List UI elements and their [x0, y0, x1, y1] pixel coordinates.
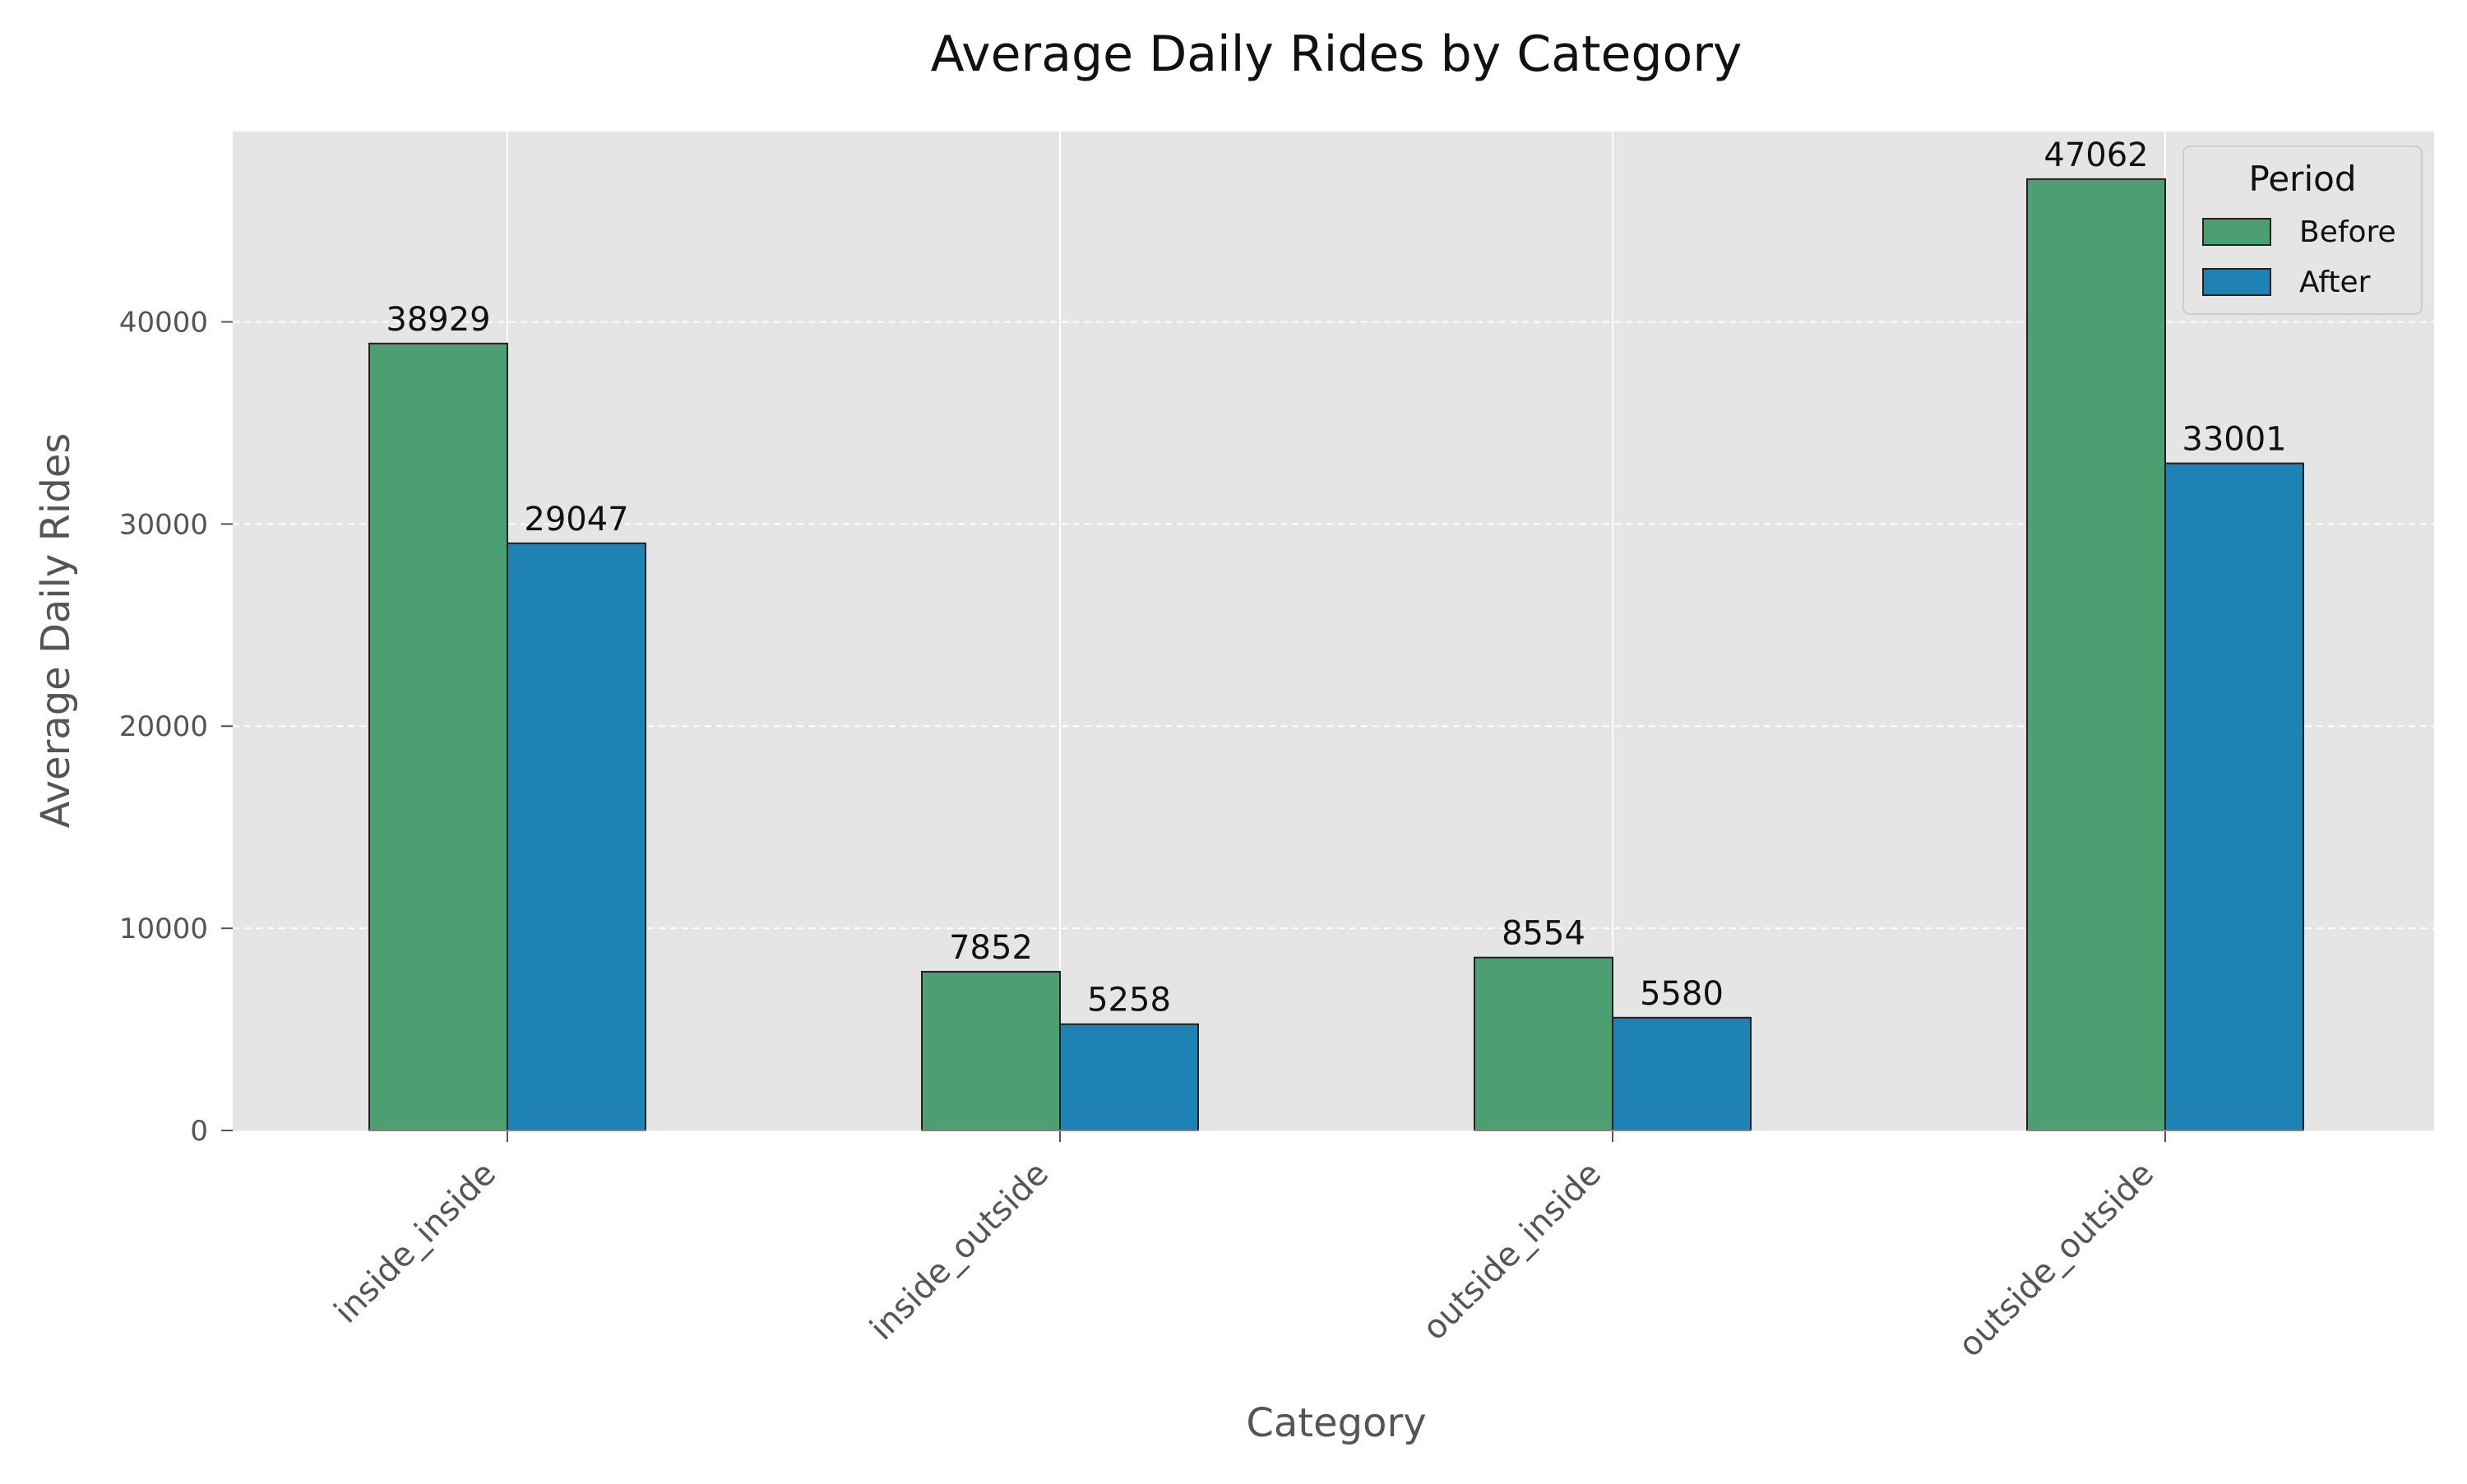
y-axis-label: Average Daily Rides [33, 433, 79, 829]
legend-title: Period [2249, 159, 2357, 199]
bar-after-outside-outside [2164, 462, 2304, 1131]
bar-after-inside-inside [507, 542, 646, 1131]
y-tick-label: 20000 [119, 710, 208, 743]
y-tick-label: 10000 [119, 913, 208, 945]
bar-value-label: 38929 [386, 301, 490, 339]
bar-before-inside-outside [921, 970, 1061, 1132]
bar-value-label: 47062 [2043, 136, 2148, 174]
bar-value-label: 8554 [1502, 915, 1585, 953]
chart-title: Average Daily Rides by Category [931, 25, 1743, 83]
bar-value-label: 5258 [1087, 982, 1171, 1019]
bar-before-outside-outside [2026, 178, 2166, 1131]
legend-swatch-before [2202, 218, 2271, 246]
x-axis-label: Category [1246, 1400, 1426, 1446]
legend-label-before: Before [2299, 215, 2396, 249]
y-tick-label: 40000 [119, 306, 208, 339]
legend-label-after: After [2299, 266, 2371, 299]
x-tick-label-outside-outside: outside_outside [1951, 1155, 2161, 1365]
bar-after-outside-inside [1612, 1016, 1752, 1132]
legend-swatch-after [2202, 268, 2271, 296]
x-tick-label-outside-inside: outside_inside [1415, 1155, 1608, 1348]
bar-before-inside-inside [368, 342, 508, 1131]
bar-after-inside-outside [1059, 1023, 1199, 1132]
bar-value-label: 33001 [2182, 421, 2286, 459]
y-tick-label: 0 [190, 1115, 208, 1148]
bar-value-label: 7852 [949, 929, 1033, 967]
x-axis: inside_inside inside_outside outside_insid… [233, 1130, 2434, 1365]
x-tick-label-inside-outside: inside_outside [863, 1155, 1056, 1348]
legend: Period Before After [2182, 146, 2423, 315]
bar-value-label: 29047 [524, 501, 628, 539]
bar-value-label: 5580 [1640, 975, 1724, 1013]
bar-before-outside-inside [1474, 956, 1613, 1131]
y-tick-label: 30000 [119, 508, 208, 541]
x-tick-label-inside-inside: inside_inside [327, 1155, 503, 1331]
y-axis: 0 10000 20000 30000 40000 [119, 306, 233, 1148]
value-labels-layer: 38929 7852 8554 47062 29047 5258 5580 33001 [386, 136, 2286, 1019]
